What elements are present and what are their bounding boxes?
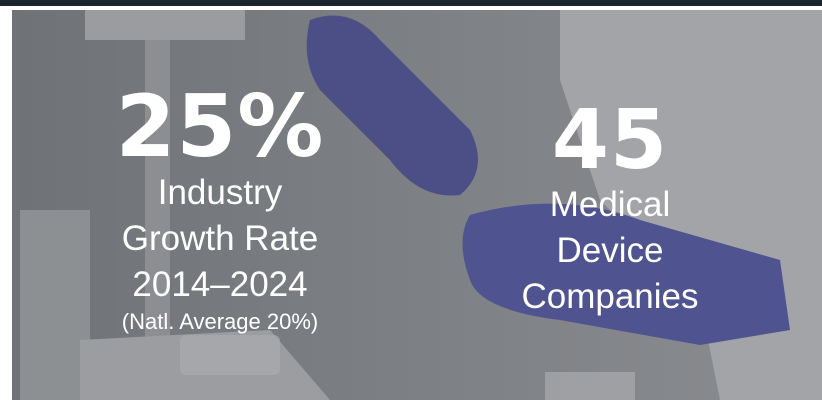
stat-line: Growth Rate <box>121 219 319 258</box>
stat-line: Industry <box>157 173 283 212</box>
stat-note: (Natl. Average 20%) <box>121 309 319 334</box>
stat-figure: 45 <box>551 93 669 188</box>
stat-line: Companies <box>521 277 699 316</box>
instrument <box>20 210 90 400</box>
glove-upper <box>306 15 478 196</box>
apparatus-rod <box>145 40 170 340</box>
glove-lower <box>462 203 790 345</box>
stat-figure: 25% <box>115 77 325 177</box>
stat-line: Medical <box>549 185 671 224</box>
top-strip <box>0 0 822 6</box>
beaker <box>180 335 280 375</box>
stat-line: 2014–2024 <box>132 265 308 304</box>
stat-line: Device <box>556 231 664 270</box>
stat: 45 Medical Device Companies <box>521 100 698 320</box>
stat: 25% Industry Growth Rate 2014–2024 (Natl… <box>116 84 325 336</box>
apparatus <box>85 10 245 40</box>
beakers <box>545 372 635 400</box>
